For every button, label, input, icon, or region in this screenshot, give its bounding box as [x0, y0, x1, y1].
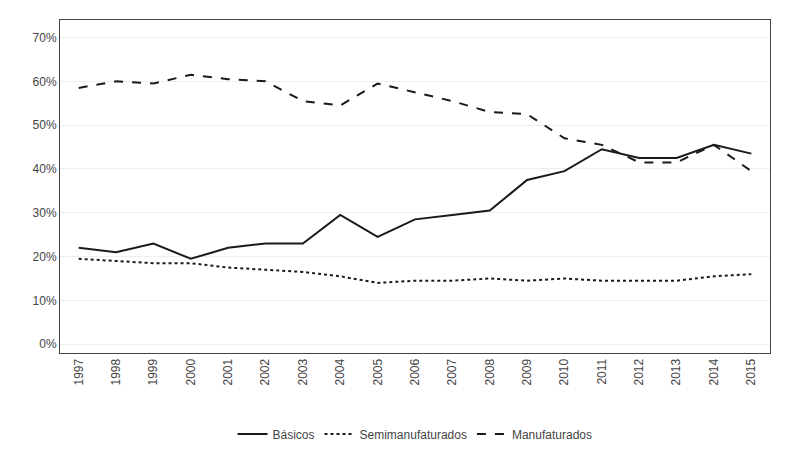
svg-text:1997: 1997: [72, 358, 86, 385]
svg-text:2007: 2007: [445, 358, 459, 385]
svg-text:2012: 2012: [632, 358, 646, 385]
svg-text:60%: 60%: [33, 75, 57, 89]
svg-text:2002: 2002: [258, 358, 272, 385]
svg-text:2015: 2015: [744, 358, 758, 385]
svg-text:30%: 30%: [33, 206, 57, 220]
svg-text:20%: 20%: [33, 250, 57, 264]
svg-text:2011: 2011: [595, 358, 609, 384]
svg-text:2001: 2001: [221, 358, 235, 385]
svg-text:40%: 40%: [33, 162, 57, 176]
svg-text:50%: 50%: [33, 118, 57, 132]
svg-text:2006: 2006: [408, 358, 422, 385]
svg-text:0%: 0%: [39, 337, 57, 351]
svg-text:2008: 2008: [483, 358, 497, 385]
svg-text:2014: 2014: [707, 358, 721, 385]
svg-text:2000: 2000: [184, 358, 198, 385]
svg-text:2013: 2013: [669, 358, 683, 385]
svg-text:70%: 70%: [33, 31, 57, 45]
svg-text:1998: 1998: [109, 358, 123, 385]
svg-text:Manufaturados: Manufaturados: [512, 428, 592, 442]
svg-text:2004: 2004: [333, 358, 347, 385]
svg-text:Básicos: Básicos: [273, 428, 315, 442]
svg-text:10%: 10%: [33, 294, 57, 308]
svg-text:1999: 1999: [146, 358, 160, 385]
svg-text:2003: 2003: [296, 358, 310, 385]
svg-text:2009: 2009: [520, 358, 534, 385]
svg-text:2010: 2010: [557, 358, 571, 385]
svg-text:Semimanufaturados: Semimanufaturados: [360, 428, 467, 442]
svg-text:2005: 2005: [371, 358, 385, 385]
